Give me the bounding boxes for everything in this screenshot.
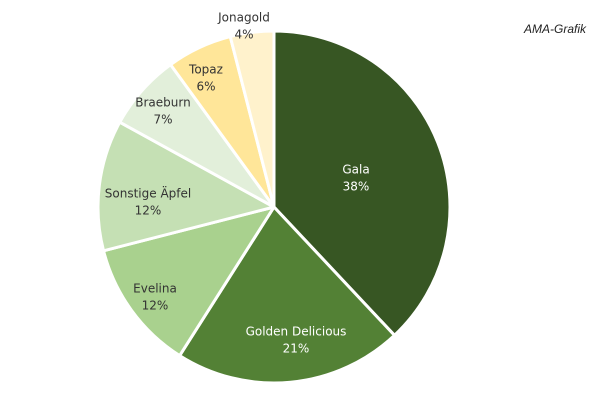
slice-value-topaz: 6%: [196, 80, 215, 94]
slice-label-sonstige-äpfel: Sonstige Äpfel: [105, 186, 191, 201]
slice-value-golden-delicious: 21%: [283, 342, 310, 356]
pie-slice-gala: [272, 29, 452, 337]
slice-label-evelina: Evelina: [133, 282, 177, 296]
slice-label-golden-delicious: Golden Delicious: [246, 325, 347, 339]
pie-slice-evelina: [102, 205, 276, 358]
slice-value-gala: 38%: [343, 180, 370, 194]
slice-label-braeburn: Braeburn: [135, 96, 190, 110]
slice-label-topaz: Topaz: [188, 63, 223, 77]
slice-value-braeburn: 7%: [153, 113, 172, 127]
slice-value-evelina: 12%: [142, 299, 169, 313]
pie-slice-golden-delicious: [178, 205, 396, 385]
pie-slices: [96, 29, 452, 385]
slice-value-sonstige-äpfel: 12%: [135, 204, 162, 218]
pie-labels: Gala 38% Golden Delicious 21% Evelina 12% Sons…: [105, 11, 370, 356]
slice-label-jonagold: Jonagold: [217, 11, 270, 25]
pie-slice-jonagold: [228, 29, 276, 209]
slice-value-jonagold: 4%: [234, 28, 253, 42]
source-label: AMA-Grafik: [523, 22, 586, 36]
pie-slice-sonstige-äpfel: [96, 120, 276, 253]
slice-label-gala: Gala: [342, 163, 369, 177]
